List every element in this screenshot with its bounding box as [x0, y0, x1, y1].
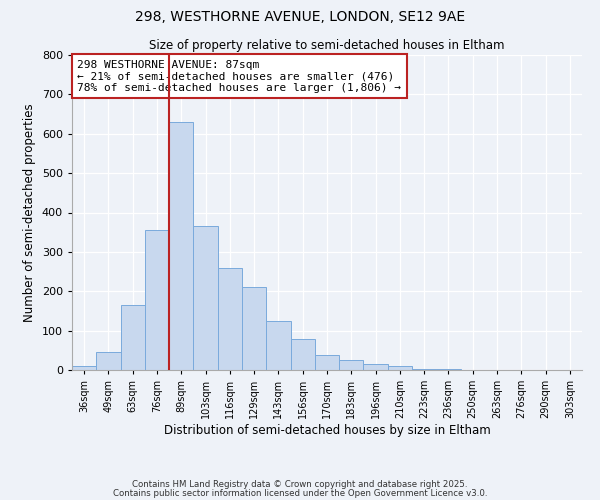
Y-axis label: Number of semi-detached properties: Number of semi-detached properties — [23, 103, 36, 322]
Bar — [290, 338, 315, 370]
Bar — [72, 366, 96, 370]
Text: 298 WESTHORNE AVENUE: 87sqm
← 21% of semi-detached houses are smaller (476)
78% : 298 WESTHORNE AVENUE: 87sqm ← 21% of sem… — [77, 60, 401, 93]
Bar — [145, 230, 169, 370]
Bar — [339, 360, 364, 370]
Title: Size of property relative to semi-detached houses in Eltham: Size of property relative to semi-detach… — [149, 40, 505, 52]
Bar — [388, 366, 412, 370]
Bar — [266, 321, 290, 370]
Bar — [169, 122, 193, 370]
Bar — [121, 305, 145, 370]
Text: 298, WESTHORNE AVENUE, LONDON, SE12 9AE: 298, WESTHORNE AVENUE, LONDON, SE12 9AE — [135, 10, 465, 24]
Bar — [193, 226, 218, 370]
X-axis label: Distribution of semi-detached houses by size in Eltham: Distribution of semi-detached houses by … — [164, 424, 490, 437]
Bar — [364, 364, 388, 370]
Bar — [96, 352, 121, 370]
Bar — [242, 288, 266, 370]
Text: Contains public sector information licensed under the Open Government Licence v3: Contains public sector information licen… — [113, 488, 487, 498]
Bar — [412, 369, 436, 370]
Bar — [436, 369, 461, 370]
Bar — [218, 268, 242, 370]
Text: Contains HM Land Registry data © Crown copyright and database right 2025.: Contains HM Land Registry data © Crown c… — [132, 480, 468, 489]
Bar — [315, 355, 339, 370]
